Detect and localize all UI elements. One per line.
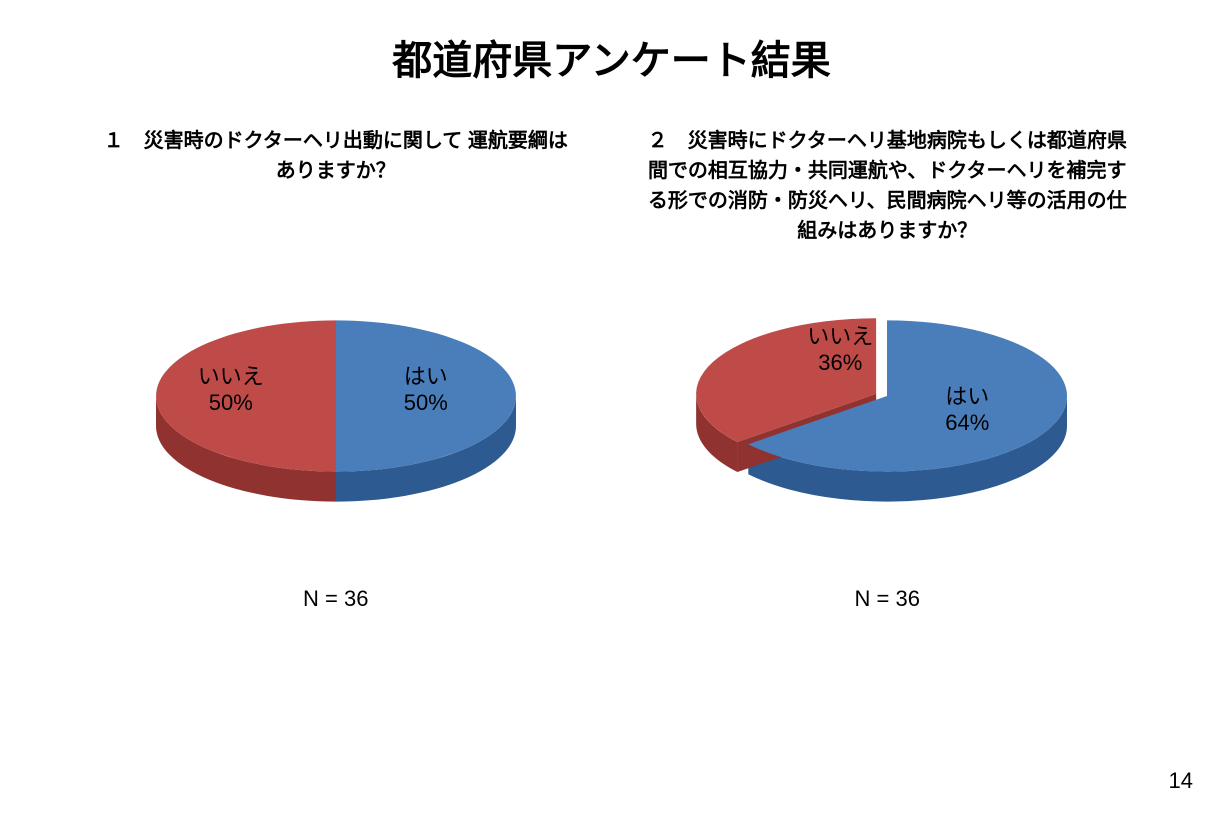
charts-row: １ 災害時のドクターヘリ出動に関して 運航要綱はありますか？ はい 50% いい… [0,126,1223,612]
slice-label-yes-2: はい 64% [945,384,989,437]
pie-chart-2: はい 64% いいえ 36% [677,286,1097,546]
page-number: 14 [1169,768,1193,794]
question-1: １ 災害時のドクターヘリ出動に関して 運航要綱はありますか？ [86,126,586,276]
n-label-2: N = 36 [855,586,920,612]
slice-label-yes-1: はい 50% [404,364,448,417]
question-2: ２ 災害時にドクターヘリ基地病院もしくは都道府県間での相互協力・共同運航や、ドク… [637,126,1137,276]
slice-label-no-2: いいえ 36% [807,324,873,377]
chart-panel-2: ２ 災害時にドクターヘリ基地病院もしくは都道府県間での相互協力・共同運航や、ドク… [637,126,1137,612]
chart-panel-1: １ 災害時のドクターヘリ出動に関して 運航要綱はありますか？ はい 50% いい… [86,126,586,612]
n-label-1: N = 36 [303,586,368,612]
page-title: 都道府県アンケート結果 [0,0,1223,86]
slice-label-no-1: いいえ 50% [198,364,264,417]
pie-chart-1: はい 50% いいえ 50% [126,286,546,546]
